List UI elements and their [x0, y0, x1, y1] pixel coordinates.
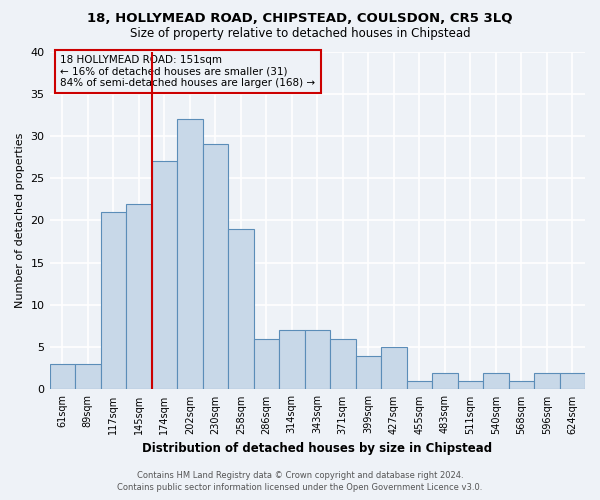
Text: Size of property relative to detached houses in Chipstead: Size of property relative to detached ho… — [130, 28, 470, 40]
Bar — [432, 372, 458, 390]
X-axis label: Distribution of detached houses by size in Chipstead: Distribution of detached houses by size … — [142, 442, 493, 455]
Bar — [407, 381, 432, 390]
Bar — [458, 381, 483, 390]
Bar — [177, 119, 203, 390]
Text: 18, HOLLYMEAD ROAD, CHIPSTEAD, COULSDON, CR5 3LQ: 18, HOLLYMEAD ROAD, CHIPSTEAD, COULSDON,… — [87, 12, 513, 26]
Bar — [483, 372, 509, 390]
Bar — [203, 144, 228, 390]
Bar — [228, 229, 254, 390]
Bar — [279, 330, 305, 390]
Text: Contains HM Land Registry data © Crown copyright and database right 2024.
Contai: Contains HM Land Registry data © Crown c… — [118, 471, 482, 492]
Y-axis label: Number of detached properties: Number of detached properties — [15, 133, 25, 308]
Bar — [50, 364, 75, 390]
Text: 18 HOLLYMEAD ROAD: 151sqm
← 16% of detached houses are smaller (31)
84% of semi-: 18 HOLLYMEAD ROAD: 151sqm ← 16% of detac… — [60, 55, 316, 88]
Bar — [534, 372, 560, 390]
Bar — [356, 356, 381, 390]
Bar — [126, 204, 152, 390]
Bar — [75, 364, 101, 390]
Bar — [152, 162, 177, 390]
Bar — [305, 330, 330, 390]
Bar — [101, 212, 126, 390]
Bar — [509, 381, 534, 390]
Bar — [381, 347, 407, 390]
Bar — [254, 338, 279, 390]
Bar — [330, 338, 356, 390]
Bar — [560, 372, 585, 390]
